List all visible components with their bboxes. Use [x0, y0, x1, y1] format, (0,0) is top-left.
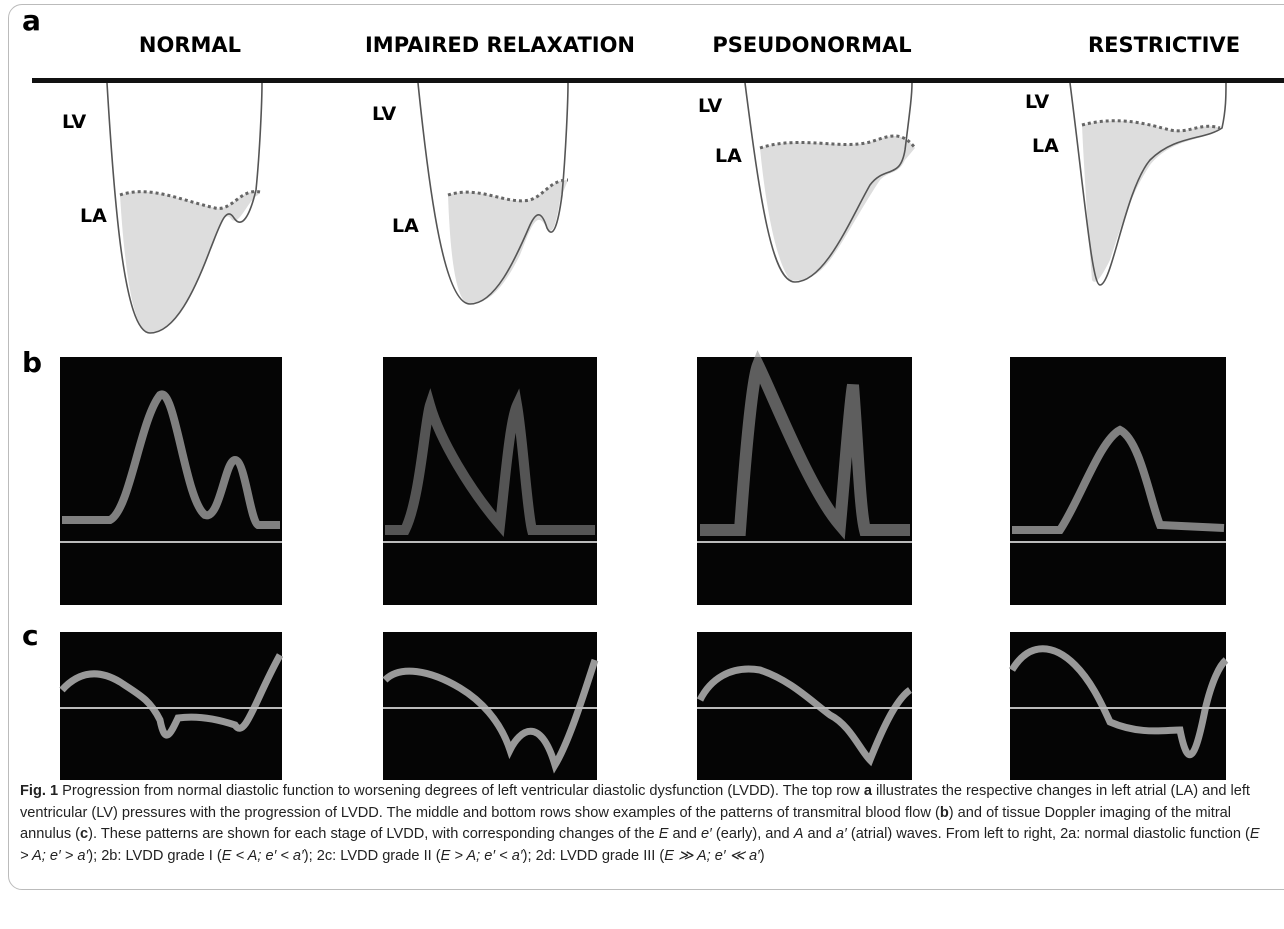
column-title: NORMAL [139, 33, 241, 57]
caption-text: E ≫ A; e′ ≪ a′ [664, 848, 760, 864]
lv-label: LV [372, 103, 396, 125]
baseline-bar [32, 78, 1284, 83]
pressure-area [760, 136, 915, 281]
caption-text: (atrial) waves. From left to right, 2a: … [847, 826, 1250, 842]
caption-text: ); 2c: LVDD grade II ( [304, 848, 441, 864]
lv-label: LV [62, 111, 86, 133]
la-label: LA [715, 145, 742, 167]
caption-text: b [940, 805, 949, 821]
doppler-images [60, 357, 1226, 605]
caption-text: ). These patterns are shown for each sta… [88, 826, 659, 842]
caption-text: ); 2b: LVDD grade I ( [88, 848, 222, 864]
panel-label: c [22, 619, 39, 652]
caption-text: A [794, 826, 804, 842]
caption-text: a′ [836, 826, 847, 842]
pressure-area [120, 192, 260, 333]
pressure-area [1082, 121, 1220, 282]
doppler-image [697, 357, 912, 605]
tissue-doppler-image [1010, 632, 1226, 780]
la-label: LA [1032, 135, 1059, 157]
la-label: LA [392, 215, 419, 237]
caption-text: e′ [701, 826, 712, 842]
tissue-doppler-image [60, 632, 282, 780]
lv-label: LV [1025, 91, 1049, 113]
caption-text: a [864, 783, 872, 799]
page: a b c NORMAL IMPAIRED RELAXATION PSEUDON… [0, 0, 1284, 929]
panel-label: b [22, 346, 42, 379]
caption-text: Progression from normal diastolic functi… [58, 783, 864, 799]
column-title: IMPAIRED RELAXATION [365, 33, 635, 57]
tissue-doppler-images [60, 632, 1226, 780]
caption-text: E < A; e′ < a′ [222, 848, 304, 864]
caption-text: c [80, 826, 88, 842]
tissue-doppler-image [383, 632, 597, 780]
la-label: LA [80, 205, 107, 227]
panel-label: a [22, 4, 41, 37]
lv-label: LV [698, 95, 722, 117]
caption-text: and [668, 826, 700, 842]
caption-text: and [803, 826, 835, 842]
caption: Fig. 1 Progression from normal diastolic… [20, 781, 1270, 867]
caption-label: Fig. 1 [20, 783, 58, 799]
caption-text: (early), and [712, 826, 794, 842]
column-title: PSEUDONORMAL [712, 33, 911, 57]
tissue-doppler-image [697, 632, 912, 780]
caption-text: E [659, 826, 669, 842]
caption-text: ) [760, 848, 765, 864]
caption-text: E > A; e′ < a′ [441, 848, 523, 864]
doppler-image [1010, 357, 1226, 605]
caption-text: ); 2d: LVDD grade III ( [523, 848, 665, 864]
column-title: RESTRICTIVE [1088, 33, 1240, 57]
figure: a b c NORMAL IMPAIRED RELAXATION PSEUDON… [0, 0, 1284, 780]
